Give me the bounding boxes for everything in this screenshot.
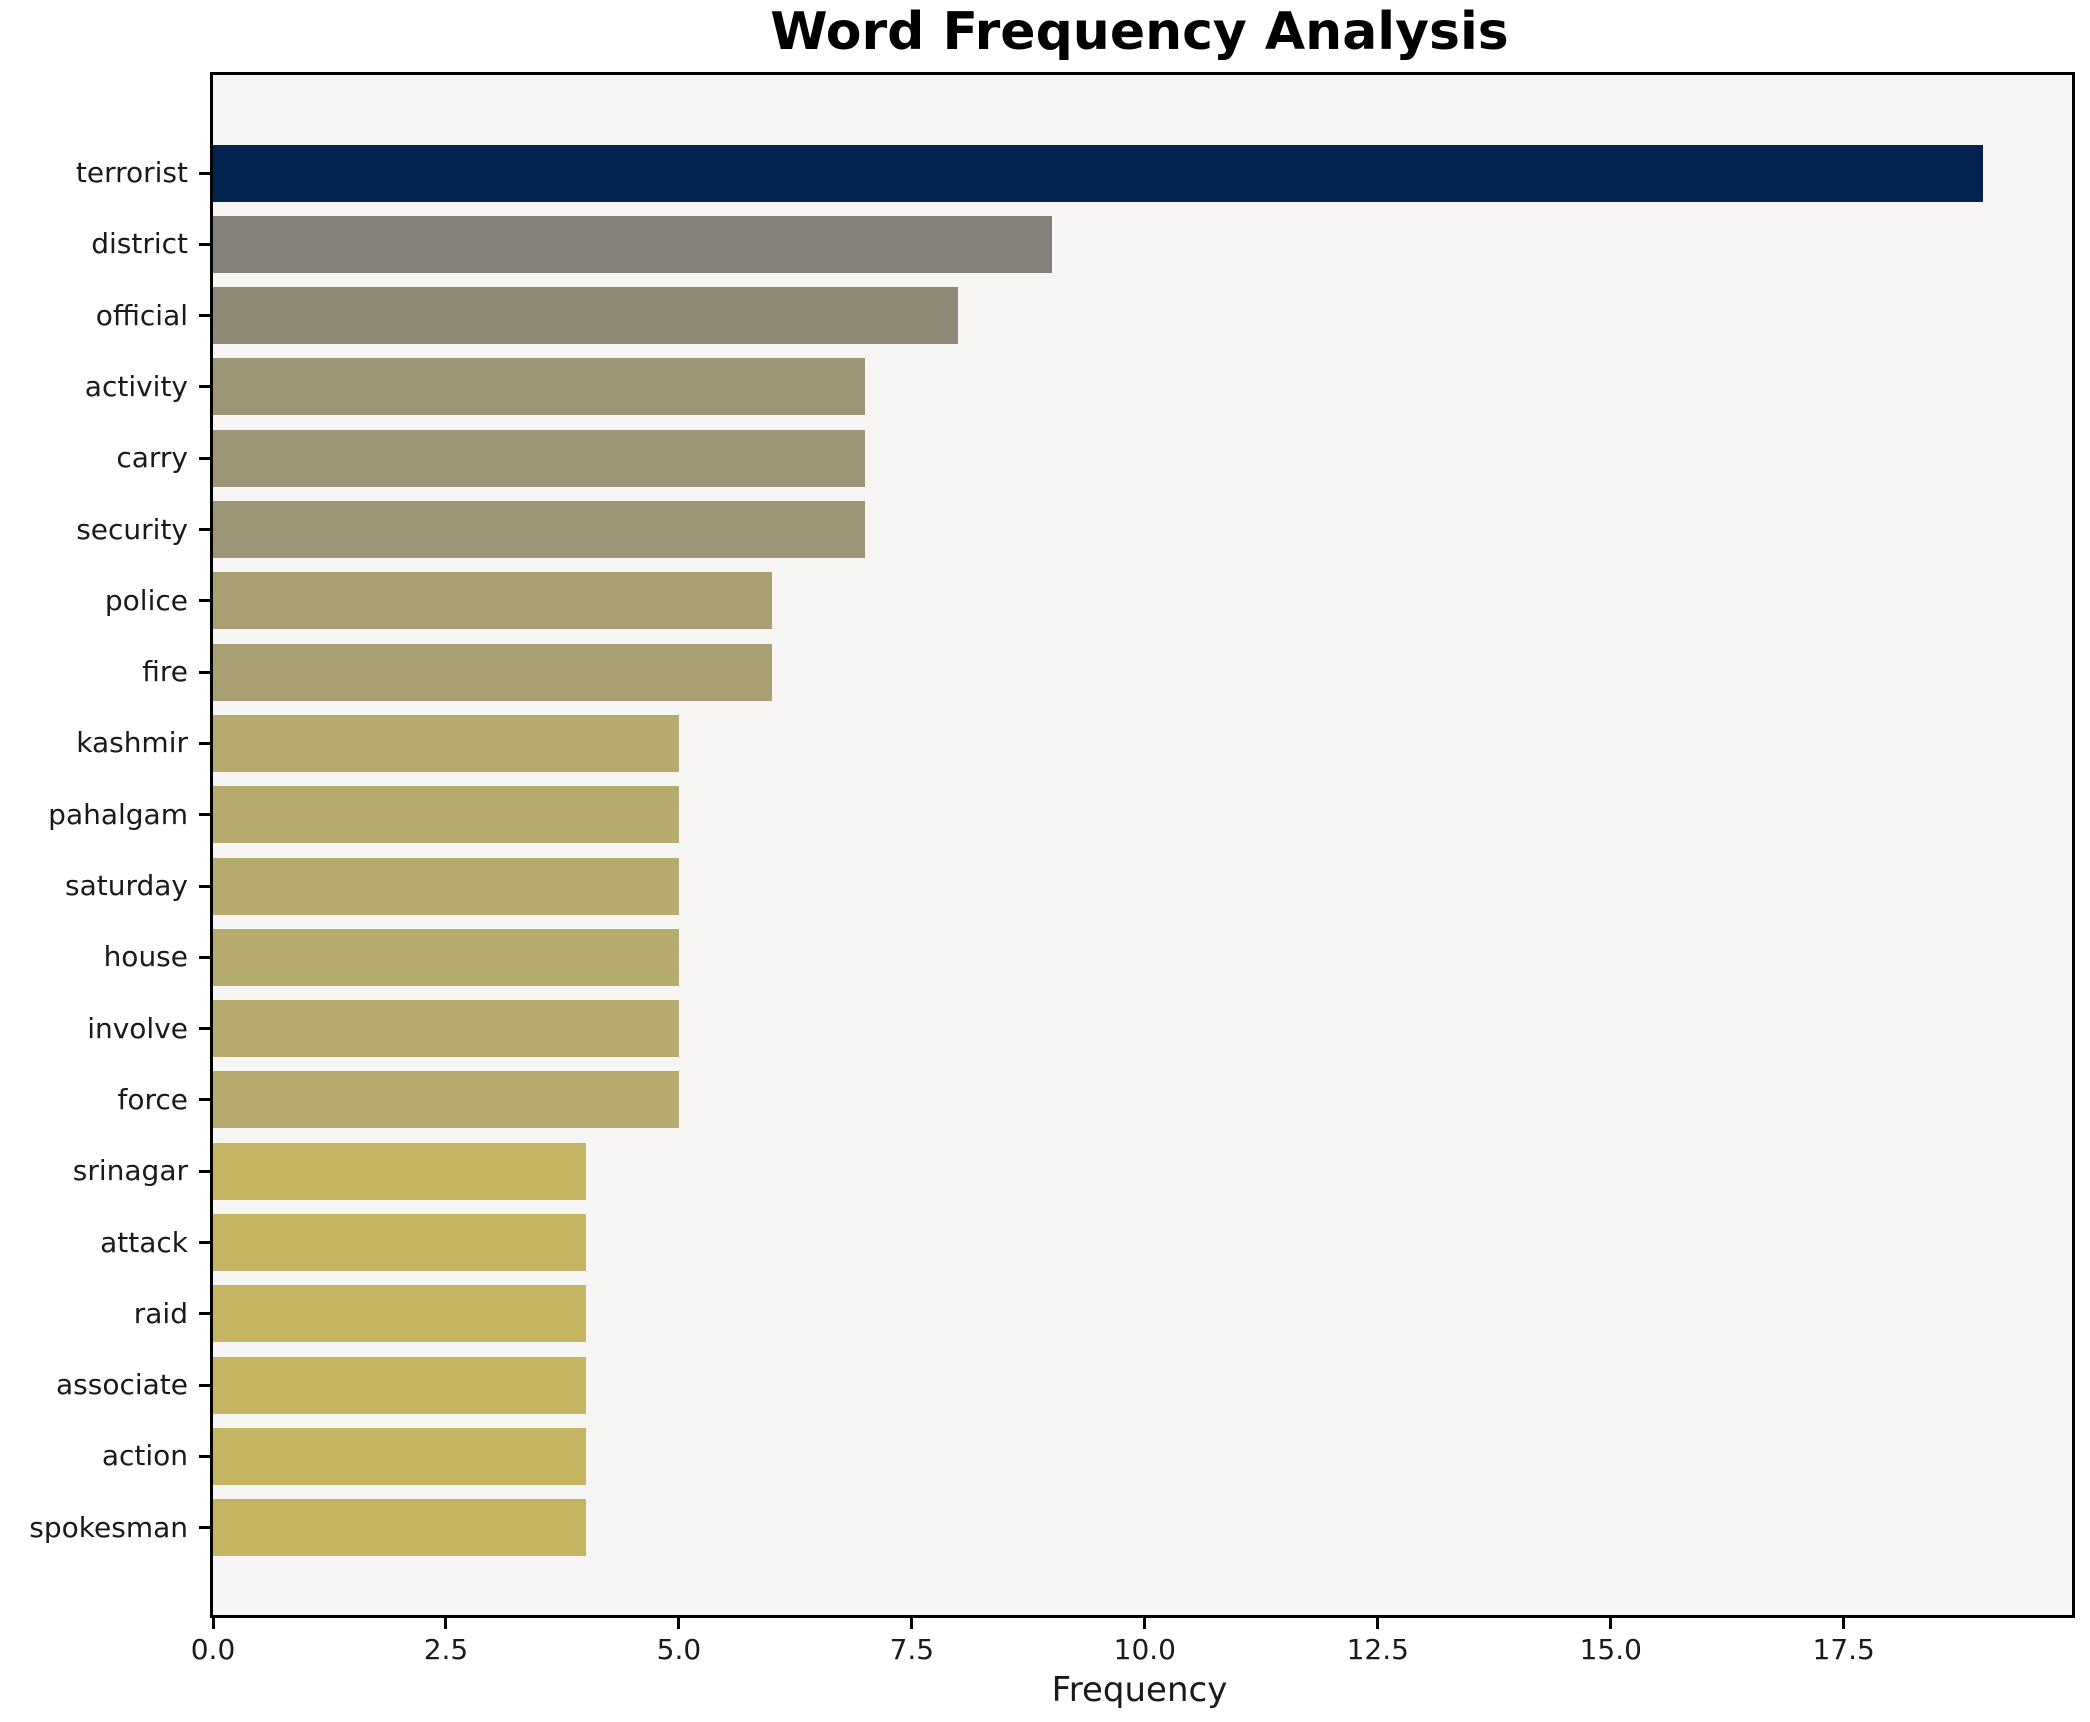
y-tick-mark — [199, 1098, 210, 1102]
bar-spokesman — [213, 1499, 586, 1557]
bar-kashmir — [213, 714, 679, 772]
x-tick-label-5.0: 5.0 — [656, 1633, 702, 1666]
y-tick-mark — [199, 813, 210, 817]
x-tick-mark — [444, 1618, 448, 1629]
bar-saturday — [213, 857, 679, 915]
x-tick-mark — [1376, 1618, 1380, 1629]
y-tick-mark — [199, 599, 210, 603]
category-label-spokesman: spokesman — [29, 1510, 188, 1544]
category-label-carry: carry — [116, 441, 188, 475]
category-label-official: official — [95, 298, 188, 332]
x-tick-label-15.0: 15.0 — [1579, 1633, 1642, 1666]
y-tick-mark — [199, 1526, 210, 1530]
bar-activity — [213, 358, 866, 416]
y-tick-mark — [199, 528, 210, 531]
x-tick-mark — [1609, 1618, 1613, 1629]
bar-house — [213, 928, 679, 986]
category-label-terrorist: terrorist — [75, 156, 188, 189]
y-tick-mark — [199, 171, 210, 175]
y-tick-mark — [199, 955, 210, 959]
x-tick-label-17.5: 17.5 — [1812, 1633, 1875, 1666]
x-tick-label-7.5: 7.5 — [889, 1633, 935, 1666]
y-tick-mark — [199, 1027, 210, 1031]
bar-raid — [213, 1285, 586, 1343]
bar-official — [213, 287, 959, 345]
category-label-force: force — [117, 1082, 188, 1116]
category-label-police: police — [104, 583, 188, 617]
bar-srinagar — [213, 1142, 586, 1200]
x-tick-mark — [910, 1618, 914, 1629]
bar-carry — [213, 429, 866, 487]
bar-police — [213, 572, 773, 630]
category-label-action: action — [101, 1439, 188, 1473]
x-tick-mark — [211, 1618, 215, 1629]
category-label-security: security — [76, 512, 188, 546]
y-tick-mark — [199, 1312, 210, 1316]
y-tick-mark — [199, 456, 210, 460]
x-tick-label-12.5: 12.5 — [1346, 1633, 1409, 1666]
x-tick-label-0.0: 0.0 — [190, 1633, 236, 1666]
category-label-involve: involve — [87, 1011, 188, 1045]
y-tick-mark — [199, 1383, 210, 1387]
y-tick-mark — [199, 385, 210, 389]
bar-action — [213, 1427, 586, 1485]
plot-area — [210, 72, 2075, 1618]
x-tick-mark — [677, 1618, 681, 1629]
bar-involve — [213, 1000, 679, 1058]
bar-district — [213, 215, 1052, 273]
x-tick-label-10.0: 10.0 — [1113, 1633, 1176, 1666]
category-label-kashmir: kashmir — [76, 726, 188, 760]
category-label-district: district — [91, 227, 188, 261]
bar-terrorist — [213, 144, 1984, 202]
y-tick-mark — [199, 741, 210, 745]
bar-security — [213, 501, 866, 558]
bar-force — [213, 1071, 679, 1129]
y-tick-mark — [199, 670, 210, 674]
bar-fire — [213, 643, 773, 701]
category-label-saturday: saturday — [65, 869, 188, 902]
category-label-pahalgam: pahalgam — [48, 797, 188, 831]
x-tick-label-2.5: 2.5 — [423, 1633, 469, 1666]
category-label-fire: fire — [142, 655, 188, 689]
y-tick-mark — [199, 1454, 210, 1458]
y-tick-mark — [199, 1241, 210, 1244]
y-tick-mark — [199, 1169, 210, 1173]
x-tick-mark — [1143, 1618, 1147, 1629]
x-tick-mark — [1842, 1618, 1846, 1629]
y-tick-mark — [199, 314, 210, 318]
category-label-associate: associate — [55, 1368, 188, 1402]
category-label-attack: attack — [100, 1225, 188, 1259]
chart-title: Word Frequency Analysis — [770, 2, 1509, 62]
bar-attack — [213, 1214, 586, 1271]
x-axis-label: Frequency — [1051, 1670, 1228, 1710]
category-label-house: house — [103, 940, 188, 974]
bar-pahalgam — [213, 786, 679, 844]
category-label-activity: activity — [84, 369, 188, 403]
y-tick-mark — [199, 884, 210, 888]
bar-associate — [213, 1356, 586, 1414]
y-tick-mark — [199, 242, 210, 246]
category-label-srinagar: srinagar — [72, 1154, 188, 1188]
category-label-raid: raid — [133, 1296, 188, 1330]
